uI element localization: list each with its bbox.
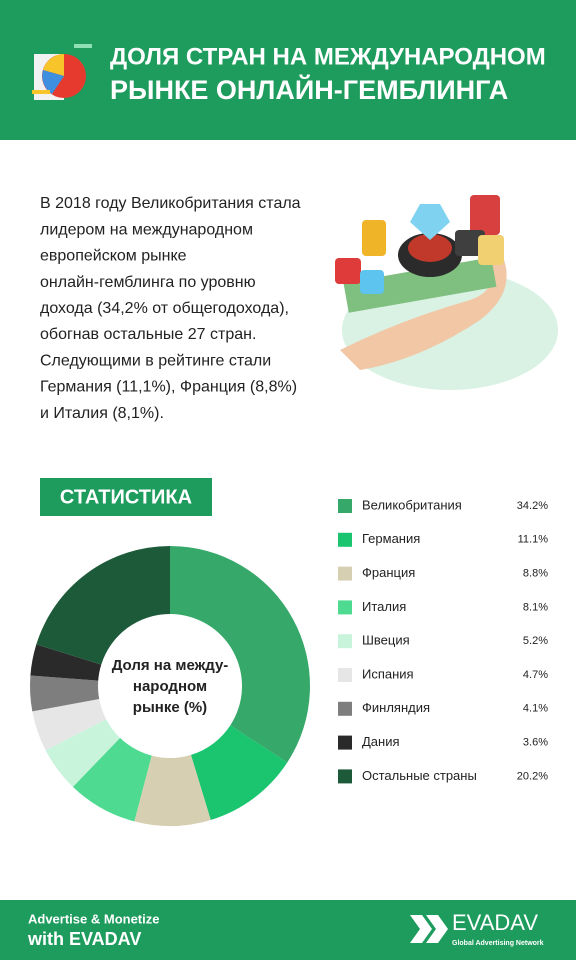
intro-line: дохода (34,2% от общегодохода),	[40, 300, 289, 317]
center-label: рынке (%)	[133, 699, 207, 716]
footer-tagline: Advertise & Monetize	[28, 911, 159, 926]
intro-line: и Италия (8,1%).	[40, 405, 164, 422]
donut-segment	[32, 699, 107, 751]
intro-line: Следующими в рейтинге стали	[40, 352, 271, 369]
legend-label: Швеция	[362, 633, 410, 648]
footer-band	[0, 900, 576, 960]
legend-label: Германия	[362, 531, 420, 546]
legend-swatch	[338, 701, 352, 716]
donut-segment	[72, 737, 152, 822]
legend-label: Остальные страны	[362, 768, 477, 783]
legend-label: Франция	[362, 565, 415, 580]
title-line: ДОЛЯ СТРАН НА МЕЖДУНАРОДНОМ	[110, 43, 546, 70]
legend-value: 11.1%	[518, 534, 549, 546]
legend-value: 34.2%	[517, 500, 548, 512]
intro-line: европейском рынке	[40, 248, 187, 265]
brand-name: EVADAV	[452, 910, 538, 935]
legend-swatch	[338, 769, 352, 784]
donut-segment	[30, 644, 102, 681]
legend-value: 4.1%	[523, 703, 548, 715]
legend-label: Испания	[362, 666, 414, 681]
title-line: РЫНКЕ ОНЛАЙН-ГЕМБЛИНГА	[110, 74, 508, 105]
header-band	[0, 0, 576, 140]
legend-swatch	[338, 634, 352, 649]
intro-text: В 2018 году Великобритания стала лидером …	[40, 195, 301, 422]
legend-value: 20.2%	[517, 770, 548, 782]
intro-line: обогнав остальные 27 стран.	[40, 326, 256, 343]
legend-label: Великобритания	[362, 497, 462, 512]
donut-segment	[45, 719, 121, 787]
legend-value: 4.7%	[523, 669, 548, 681]
donut-segment	[30, 675, 100, 712]
center-label: Доля на между-	[112, 657, 229, 674]
intro-line: онлайн-гемблинга по уровню	[40, 274, 256, 291]
section-label: СТАТИСТИКА	[60, 486, 192, 508]
footer-tagline: with EVADAV	[27, 929, 141, 949]
legend-value: 8.8%	[523, 568, 548, 580]
legend-label: Финляндия	[362, 700, 430, 715]
section-label-box	[40, 478, 212, 516]
donut-segment	[134, 754, 211, 826]
legend: Великобритания 34.2% Германия 11.1% Франция 8…	[338, 497, 549, 784]
donut: Доля на между-народном рынке (%)	[30, 546, 310, 826]
intro-line: Германия (11,1%), Франция (8,8%)	[40, 379, 297, 396]
legend-value: 5.2%	[523, 635, 548, 647]
legend-swatch	[338, 735, 352, 750]
legend-value: 8.1%	[523, 601, 548, 613]
legend-value: 3.6%	[523, 737, 548, 749]
legend-swatch	[338, 600, 352, 615]
intro-line: лидером на международном	[40, 221, 253, 238]
intro-line: В 2018 году Великобритания стала	[40, 195, 301, 212]
brand-subtitle: Global Advertising Network	[452, 940, 544, 947]
legend-swatch	[338, 668, 352, 682]
center-label: народном	[133, 678, 207, 695]
legend-swatch	[338, 566, 352, 581]
brand-logo	[410, 915, 448, 943]
legend-swatch	[338, 532, 352, 547]
donut-segment	[170, 546, 310, 763]
donut-segment	[190, 725, 288, 820]
legend-label: Дания	[362, 734, 400, 749]
donut-segment	[36, 546, 170, 665]
legend-label: Италия	[362, 599, 406, 614]
legend-swatch	[338, 499, 352, 513]
illustration	[335, 195, 558, 390]
header-icon	[32, 44, 92, 100]
